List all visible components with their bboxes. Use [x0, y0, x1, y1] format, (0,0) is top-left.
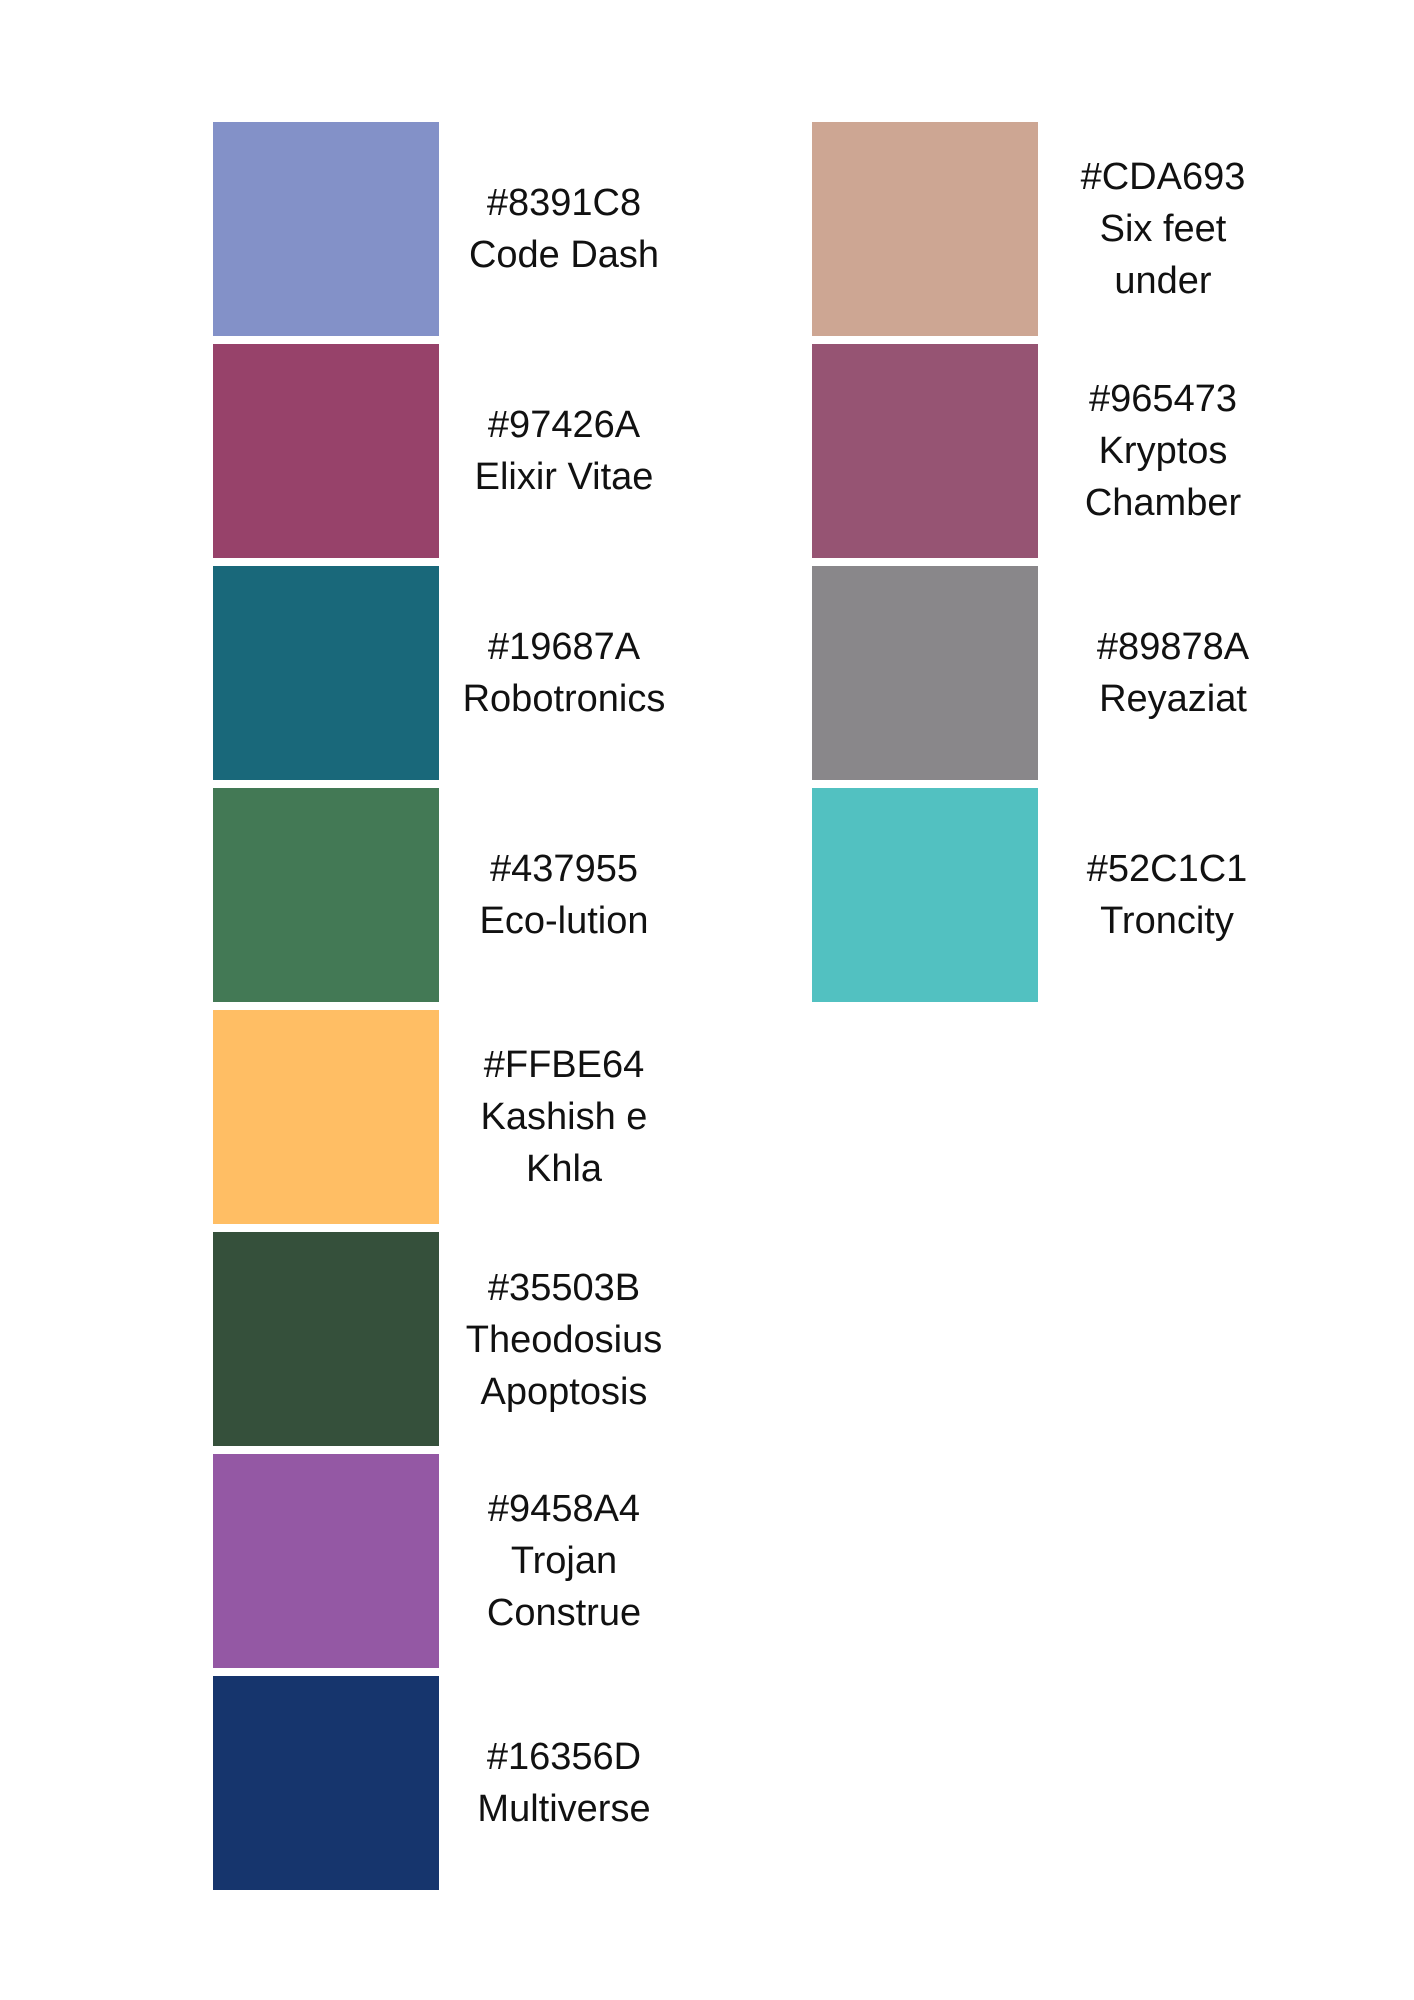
swatch-label: #52C1C1 Troncity [1042, 788, 1292, 1002]
swatch-name-line: Trojan [510, 1540, 618, 1582]
color-swatch-row: #35503B Theodosius Apoptosis [213, 1232, 713, 1446]
swatch-hex: #8391C8 [486, 182, 642, 224]
swatch-label: #437955 Eco-lution [439, 788, 689, 1002]
color-swatch [213, 1010, 439, 1224]
swatch-label: #97426A Elixir Vitae [439, 344, 689, 558]
color-swatch [812, 788, 1038, 1002]
color-swatch-row: #16356D Multiverse [213, 1676, 713, 1890]
swatch-name-line: Six feet [1099, 208, 1227, 250]
color-swatch-row: #965473 Kryptos Chamber [812, 344, 1312, 558]
swatch-label: #FFBE64 Kashish e Khla [439, 1010, 689, 1224]
color-swatch [213, 1454, 439, 1668]
swatch-name-line: Troncity [1100, 900, 1234, 942]
color-swatch [213, 122, 439, 336]
swatch-hex: #16356D [486, 1736, 642, 1778]
color-swatch [812, 122, 1038, 336]
color-swatch [812, 344, 1038, 558]
swatch-label: #16356D Multiverse [439, 1676, 689, 1890]
swatch-hex: #97426A [487, 404, 641, 446]
swatch-label: #35503B Theodosius Apoptosis [439, 1232, 689, 1446]
swatch-label: #9458A4 Trojan Construe [439, 1454, 689, 1668]
color-swatch [213, 1232, 439, 1446]
color-swatch-row: #437955 Eco-lution [213, 788, 713, 1002]
color-swatch [213, 788, 439, 1002]
swatch-name-line: Kryptos [1098, 430, 1228, 472]
swatch-hex: #9458A4 [487, 1488, 641, 1530]
swatch-name-line: Multiverse [477, 1788, 651, 1830]
color-swatch-row: #52C1C1 Troncity [812, 788, 1312, 1002]
swatch-label: #19687A Robotronics [439, 566, 689, 780]
swatch-name-line: Khla [525, 1148, 603, 1190]
swatch-hex: #437955 [490, 848, 638, 890]
color-swatch [812, 566, 1038, 780]
color-swatch-row: #CDA693 Six feet under [812, 122, 1312, 336]
color-swatch-row: #8391C8 Code Dash [213, 122, 713, 336]
swatch-name-line: Chamber [1084, 482, 1242, 524]
swatch-hex: #89878A [1096, 626, 1250, 668]
swatch-hex: #965473 [1089, 378, 1237, 420]
swatch-name-line: Apoptosis [480, 1371, 648, 1413]
swatch-name-line: Elixir Vitae [474, 456, 654, 498]
swatch-hex: #FFBE64 [483, 1044, 645, 1086]
palette-column-left: #8391C8 Code Dash #97426A Elixir Vitae #… [213, 122, 713, 1898]
swatch-name-line: Robotronics [462, 678, 666, 720]
swatch-hex: #35503B [487, 1267, 641, 1309]
swatch-label: #8391C8 Code Dash [439, 122, 689, 336]
swatch-hex: #CDA693 [1080, 156, 1246, 198]
swatch-name-line: Reyaziat [1099, 678, 1247, 720]
swatch-label: #CDA693 Six feet under [1038, 122, 1288, 336]
swatch-name-line: Construe [486, 1592, 642, 1634]
swatch-name-line: Kashish e [480, 1096, 648, 1138]
color-swatch-row: #89878A Reyaziat [812, 566, 1312, 780]
swatch-hex: #19687A [487, 626, 641, 668]
color-swatch-row: #97426A Elixir Vitae [213, 344, 713, 558]
color-swatch-row: #9458A4 Trojan Construe [213, 1454, 713, 1668]
swatch-name-line: under [1114, 260, 1212, 302]
color-swatch [213, 1676, 439, 1890]
swatch-name-line: Code Dash [468, 234, 660, 276]
color-swatch-row: #19687A Robotronics [213, 566, 713, 780]
swatch-name-line: Eco-lution [479, 900, 649, 942]
color-swatch [213, 344, 439, 558]
swatch-name-line: Theodosius [465, 1319, 663, 1361]
swatch-label: #965473 Kryptos Chamber [1038, 344, 1288, 558]
color-swatch-row: #FFBE64 Kashish e Khla [213, 1010, 713, 1224]
color-swatch [213, 566, 439, 780]
palette-column-right: #CDA693 Six feet under #965473 Kryptos C… [812, 122, 1312, 1010]
swatch-hex: #52C1C1 [1086, 848, 1248, 890]
swatch-label: #89878A Reyaziat [1048, 566, 1298, 780]
